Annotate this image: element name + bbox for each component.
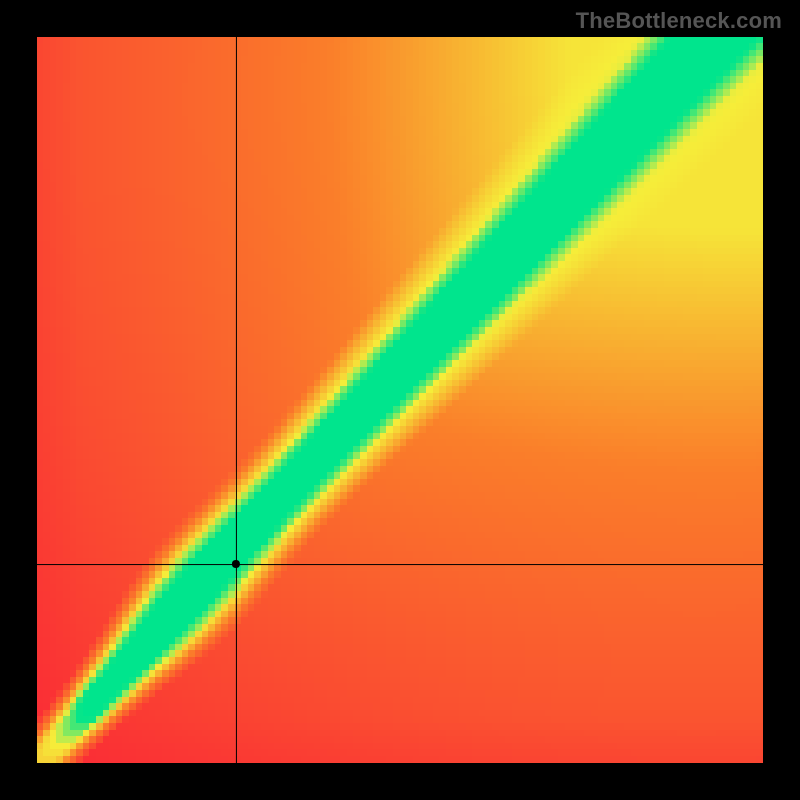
chart-stage: TheBottleneck.com (0, 0, 800, 800)
watermark: TheBottleneck.com (576, 8, 782, 34)
bottleneck-heatmap (37, 37, 763, 763)
